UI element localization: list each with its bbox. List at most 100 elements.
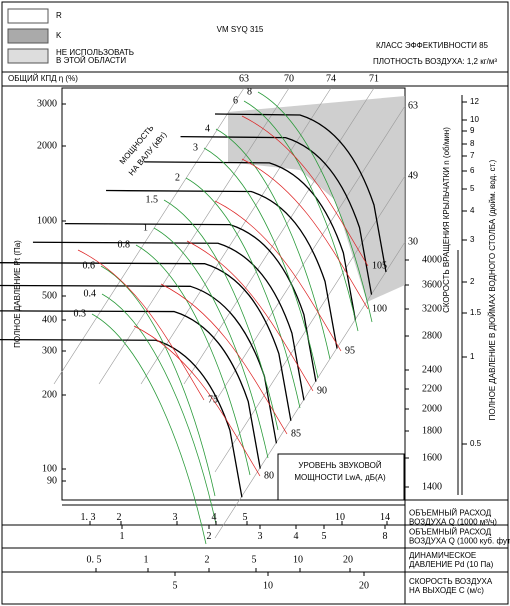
legend-no-use: В ЭТОЙ ОБЛАСТИ <box>56 56 126 65</box>
noise-title-box <box>277 453 405 501</box>
efficiency-tick: 74 <box>326 73 336 84</box>
noise-curve <box>77 249 205 401</box>
efficiency-line <box>183 87 375 385</box>
efficiency-tick: 49 <box>408 170 418 181</box>
rpm-tick-label: 3600 <box>422 279 442 290</box>
y-tick-label: 90 <box>47 475 57 486</box>
power-label: 8 <box>247 86 252 97</box>
inch-tick-label: 9 <box>470 126 475 135</box>
power-curve <box>91 313 207 545</box>
scale-tick-label: 3 <box>173 512 178 523</box>
noise-curve <box>160 283 288 435</box>
noise-label: 85 <box>291 428 301 439</box>
speed-curve <box>0 284 278 444</box>
scale-tick-label: 20 <box>359 580 369 591</box>
scale-tick-label: 20 <box>343 554 353 565</box>
noise-label: 100 <box>372 303 387 314</box>
noise-curve <box>241 115 369 267</box>
efficiency-tick: 63 <box>408 100 418 111</box>
noise-curve <box>214 200 342 352</box>
scale-tick-label: 2 <box>205 554 210 565</box>
scale-title: ОБЪЕМНЫЙ РАСХОД <box>409 528 492 537</box>
scale-tick-label: 5 <box>252 554 257 565</box>
legend-no-use: НЕ ИСПОЛЬЗОВАТЬ <box>56 48 134 57</box>
air-density: ПЛОТНОСТЬ ВОЗДУХА: 1,2 кг/м³ <box>373 57 497 66</box>
y-tick-label: 500 <box>42 290 57 301</box>
scale-tick-label: 2 <box>117 512 122 523</box>
scale-tick-label: 5 <box>243 512 248 523</box>
inch-axis-title: ПОЛНОЕ ДАВЛЕНИЕ В ДЮЙМАХ ВОДНОГО СТОЛБА … <box>488 159 497 420</box>
scale-tick-label: 2 <box>207 531 212 542</box>
rpm-tick-label: 2400 <box>422 364 442 375</box>
speed-curve <box>214 113 387 273</box>
efficiency-tick: 30 <box>408 236 418 247</box>
speed-curve <box>180 135 373 295</box>
noise-label: 105 <box>372 260 387 271</box>
scale-tick-label: 8 <box>383 531 388 542</box>
rpm-tick-label: 2200 <box>422 383 442 394</box>
scale-title: ДИНАМИЧЕСКОЕ <box>409 551 476 560</box>
inch-tick-label: 10 <box>470 115 479 124</box>
efficiency-tick: 70 <box>284 73 294 84</box>
noise-label: 90 <box>317 385 327 396</box>
noise-curve <box>133 325 261 477</box>
scale-tick-label: 1. 3 <box>81 512 96 523</box>
inch-tick-label: 8 <box>470 139 475 148</box>
scale-tick-label: 10 <box>293 554 303 565</box>
scale-tick-label: 0. 5 <box>87 554 102 565</box>
power-curve <box>203 147 319 379</box>
speed-curve <box>0 338 243 498</box>
power-label: 6 <box>233 95 238 106</box>
rpm-tick-label: 3200 <box>422 303 442 314</box>
y-tick-label: 100 <box>42 463 57 474</box>
power-curve <box>100 265 216 497</box>
rpm-tick-label: 2800 <box>422 330 442 341</box>
power-label: 4 <box>205 123 210 134</box>
power-curve <box>185 177 301 409</box>
rpm-tick-label: 4000 <box>422 254 442 265</box>
power-curve <box>215 128 331 360</box>
y-tick-label: 400 <box>42 314 57 325</box>
scale-tick-label: 5 <box>173 580 178 591</box>
scale-title: ОБЪЕМНЫЙ РАСХОД <box>409 509 492 518</box>
y-tick-label: 2000 <box>37 140 57 151</box>
rpm-tick-label: 1800 <box>422 425 442 436</box>
scale-tick-label: 1 <box>144 554 149 565</box>
scale-title: ДАВЛЕНИЕ Pd (10 Па) <box>409 560 494 569</box>
y-tick-label: 300 <box>42 345 57 356</box>
scale-tick-label: 14 <box>380 512 390 523</box>
legend-box-k <box>7 28 49 44</box>
scale-tick-label: 4 <box>294 531 299 542</box>
y-tick-label: 200 <box>42 389 57 400</box>
inch-tick-label: 3 <box>470 235 475 244</box>
efficiency-line <box>214 175 406 473</box>
title: VM SYQ 315 <box>217 25 264 34</box>
inch-tick-label: 5 <box>470 184 475 193</box>
rpm-tick-label: 1400 <box>422 481 442 492</box>
power-label: 0.4 <box>84 288 97 299</box>
legend-r: R <box>56 11 62 20</box>
scale-tick-label: 1 <box>120 531 125 542</box>
power-curve <box>135 244 251 476</box>
power-label: 0.8 <box>118 239 131 250</box>
efficiency-class: КЛАСС ЭФФЕКТИВНОСТИ 85 <box>376 41 489 50</box>
scale-tick-label: 4 <box>212 512 217 523</box>
y-axis-title: ПОЛНОЕ ДАВЛЕНИЕ Pt (Па) <box>13 240 22 348</box>
scale-tick-label: 10 <box>335 512 345 523</box>
power-curve <box>153 227 269 459</box>
noise-label: 80 <box>264 470 274 481</box>
legend-k: K <box>56 31 62 40</box>
speed-curve <box>144 161 357 320</box>
noise-curve <box>186 240 314 392</box>
scale-title: ВОЗДУХА Q (1000 м³/ч) <box>409 518 497 527</box>
inch-tick-label: 7 <box>470 151 475 160</box>
power-label: 0.6 <box>83 260 96 271</box>
inch-tick-label: 6 <box>470 166 475 175</box>
speed-curve <box>0 262 292 421</box>
inch-tick-label: 2 <box>470 277 475 286</box>
power-label: 1 <box>143 222 148 233</box>
efficiency-line <box>214 105 406 403</box>
y-tick-label: 1000 <box>37 215 57 226</box>
efficiency-label: ОБЩИЙ КПД η (%) <box>8 74 78 83</box>
